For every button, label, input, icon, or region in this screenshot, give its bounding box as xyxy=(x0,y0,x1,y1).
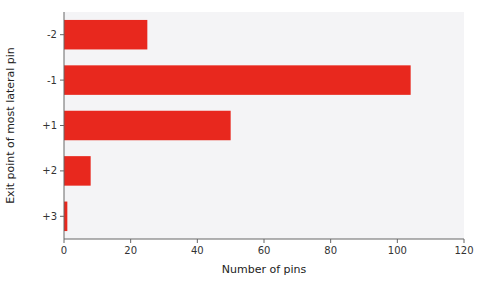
y-tick xyxy=(60,34,64,35)
x-tick xyxy=(197,239,198,243)
x-axis-label: Number of pins xyxy=(222,263,307,276)
x-tick-label: 80 xyxy=(324,245,337,256)
y-tick-label: -1 xyxy=(47,75,57,86)
x-tick xyxy=(64,239,65,243)
x-tick xyxy=(130,239,131,243)
chart-svg: 0 20 40 60 80 100 120 -2 -1 +1 +2 +3 Number of pins E… xyxy=(0,0,480,281)
y-tick xyxy=(60,216,64,217)
x-tick-label: 40 xyxy=(191,245,204,256)
bar xyxy=(64,65,411,95)
chart-container: 0 20 40 60 80 100 120 -2 -1 +1 +2 +3 Number of pins E… xyxy=(0,0,480,281)
x-tick xyxy=(397,239,398,243)
y-tick xyxy=(60,170,64,171)
bars xyxy=(64,20,411,231)
y-tick-label: +3 xyxy=(42,211,57,222)
y-tick xyxy=(60,80,64,81)
bar xyxy=(64,156,91,186)
y-axis-label: Exit point of most lateral pin xyxy=(4,47,17,204)
x-tick-label: 120 xyxy=(454,245,473,256)
bar xyxy=(64,20,147,50)
y-tick-label: +1 xyxy=(42,120,57,131)
y-tick-label: +2 xyxy=(42,165,57,176)
y-tick-label: -2 xyxy=(47,29,57,40)
plot-background xyxy=(64,12,464,239)
x-tick xyxy=(330,239,331,243)
x-tick xyxy=(264,239,265,243)
x-tick-label: 100 xyxy=(388,245,407,256)
x-tick-label: 20 xyxy=(124,245,137,256)
y-tick xyxy=(60,125,64,126)
x-tick-label: 60 xyxy=(258,245,271,256)
bar xyxy=(64,111,231,141)
x-tick xyxy=(464,239,465,243)
x-tick-label: 0 xyxy=(61,245,67,256)
